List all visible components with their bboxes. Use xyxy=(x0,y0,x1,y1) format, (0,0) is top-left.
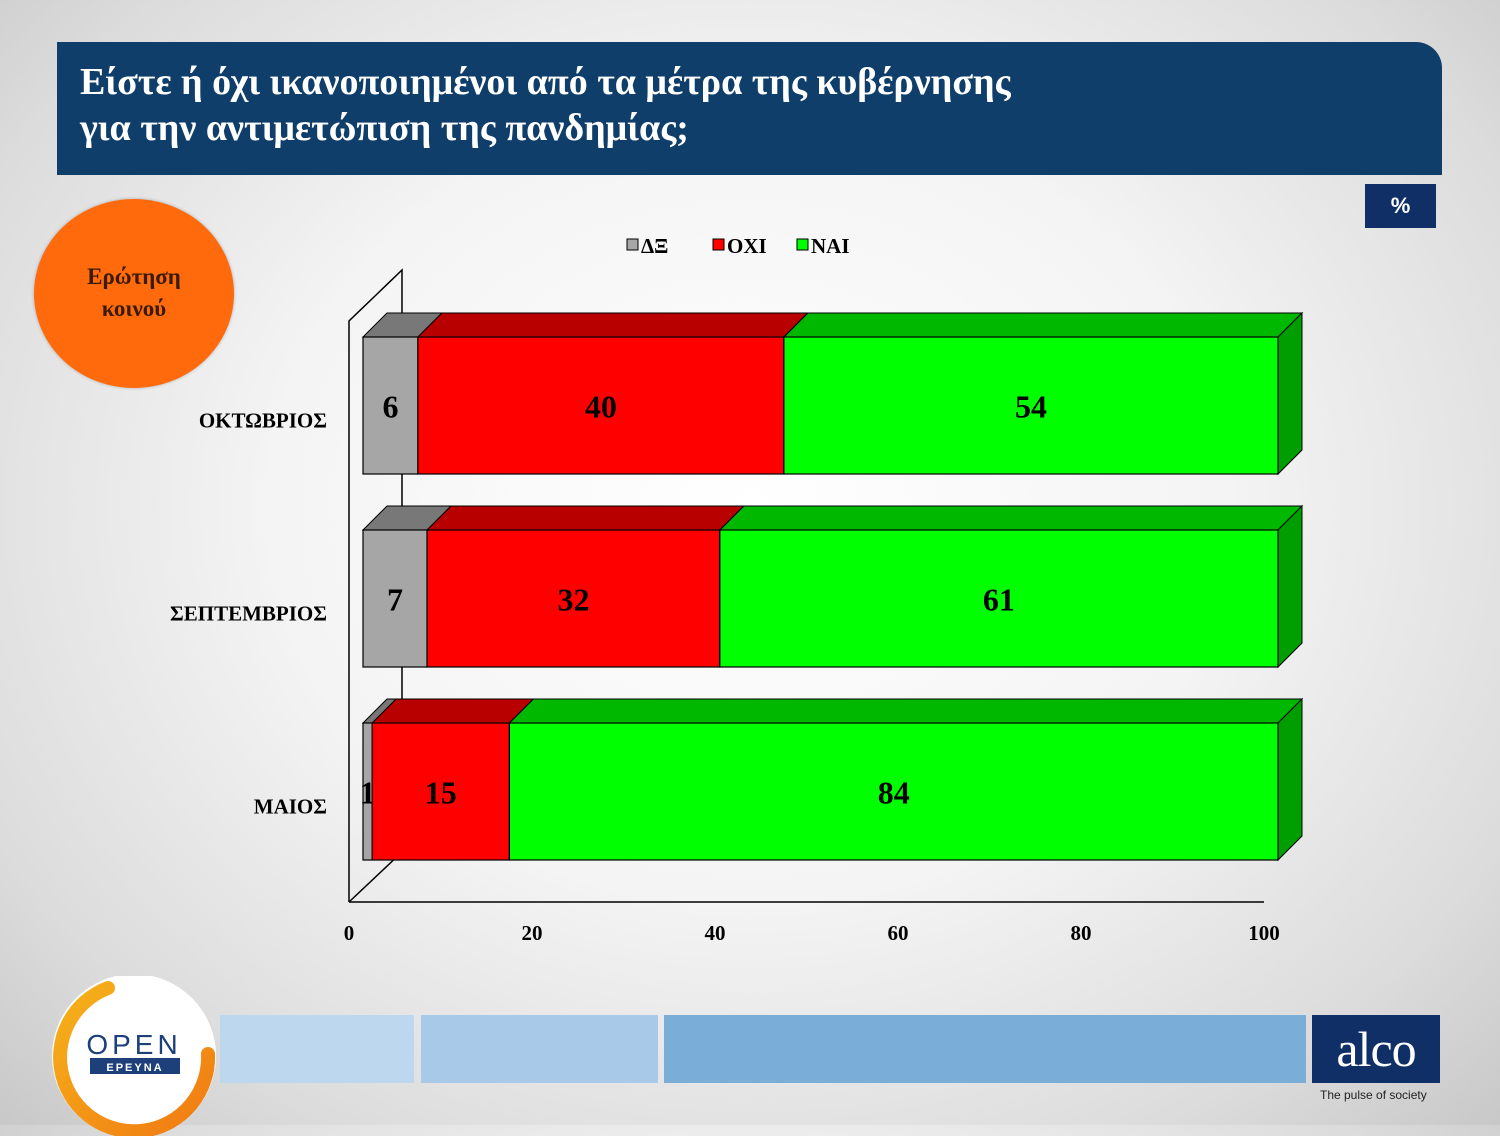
page-title-line-1: Είστε ή όχι ικανοποιημένοι από τα μέτρα … xyxy=(80,61,1011,103)
alco-tagline: The pulse of society xyxy=(1320,1088,1427,1102)
footer-band-3 xyxy=(664,1015,1306,1083)
x-tick-label: 60 xyxy=(888,921,909,945)
stacked-bar-chart: 0 20 40 60 80 100 6 40 54 ΟΚΤΩΒΡΙΟΣ 7 32 61 ΣΕΠΤΕΜΒΡΙ… xyxy=(170,234,1304,945)
bar-value-label: 32 xyxy=(557,582,589,618)
bar-value-label: 54 xyxy=(1015,389,1047,425)
alco-logo: alco xyxy=(1312,1015,1440,1083)
x-tick-label: 40 xyxy=(705,921,726,945)
bar-side-face xyxy=(1277,504,1303,669)
open-logo-subtext: ΕΡΕΥΝΑ xyxy=(106,1062,163,1074)
bar-segment xyxy=(508,722,1279,861)
legend-swatch xyxy=(712,238,725,251)
bar-segment xyxy=(426,529,721,668)
bar-segment-top xyxy=(425,505,746,531)
bar-value-label: 7 xyxy=(387,582,403,618)
question-badge: Ερώτηση κοινού xyxy=(34,199,234,388)
legend-label: ΟΧΙ xyxy=(727,234,767,258)
bar-segment-top xyxy=(718,505,1304,531)
bar-segment xyxy=(783,336,1279,475)
legend-swatch xyxy=(796,238,809,251)
x-tick-label: 0 xyxy=(344,921,355,945)
page-title-line-2: για την αντιμετώπιση της πανδημίας; xyxy=(80,107,689,149)
bar-segment-top xyxy=(508,698,1304,724)
bar-value-label: 15 xyxy=(425,775,457,811)
question-badge-line-1: Ερώτηση xyxy=(87,264,181,289)
bar-segment xyxy=(417,336,785,475)
category-label: ΣΕΠΤΕΜΒΡΙΟΣ xyxy=(170,602,327,626)
open-logo-bar xyxy=(90,1058,180,1074)
title-bar: Είστε ή όχι ικανοποιημένοι από τα μέτρα … xyxy=(57,42,1442,175)
open-logo-disc xyxy=(52,976,216,1136)
bar-segment xyxy=(371,722,510,861)
bar-segment xyxy=(362,529,428,668)
open-logo-ring xyxy=(53,981,216,1136)
category-label: ΜΑΙΟΣ xyxy=(254,795,327,819)
open-logo-text: OPEN xyxy=(86,1029,181,1060)
unit-badge: % xyxy=(1365,184,1436,228)
bar-side-face xyxy=(1277,311,1303,476)
legend-label: ΝΑΙ xyxy=(811,234,850,258)
bar-value-label: 61 xyxy=(983,582,1015,618)
legend-swatch xyxy=(626,238,639,251)
legend-label: ΔΞ xyxy=(641,234,668,258)
bar-value-label: 6 xyxy=(382,389,398,425)
bar-segment xyxy=(362,336,419,475)
question-badge-text: Ερώτηση κοινού xyxy=(34,261,234,325)
bar-segment-top xyxy=(782,312,1304,338)
x-tick-label: 80 xyxy=(1071,921,1092,945)
x-tick-label: 20 xyxy=(522,921,543,945)
bar-value-label: 84 xyxy=(878,775,910,811)
bar-segment xyxy=(719,529,1279,668)
category-label: ΟΚΤΩΒΡΙΟΣ xyxy=(199,409,327,433)
bar-value-label: 40 xyxy=(585,389,617,425)
footer-band-1 xyxy=(220,1015,414,1083)
bar-segment-top xyxy=(416,312,810,338)
question-badge-line-2: κοινού xyxy=(101,296,167,321)
x-tick-label: 100 xyxy=(1248,921,1280,945)
bar-side-face xyxy=(1277,697,1303,862)
footer-band-2 xyxy=(421,1015,658,1083)
bar-segment-top xyxy=(370,698,535,724)
open-logo: OPEN ΕΡΕΥΝΑ xyxy=(52,976,216,1136)
